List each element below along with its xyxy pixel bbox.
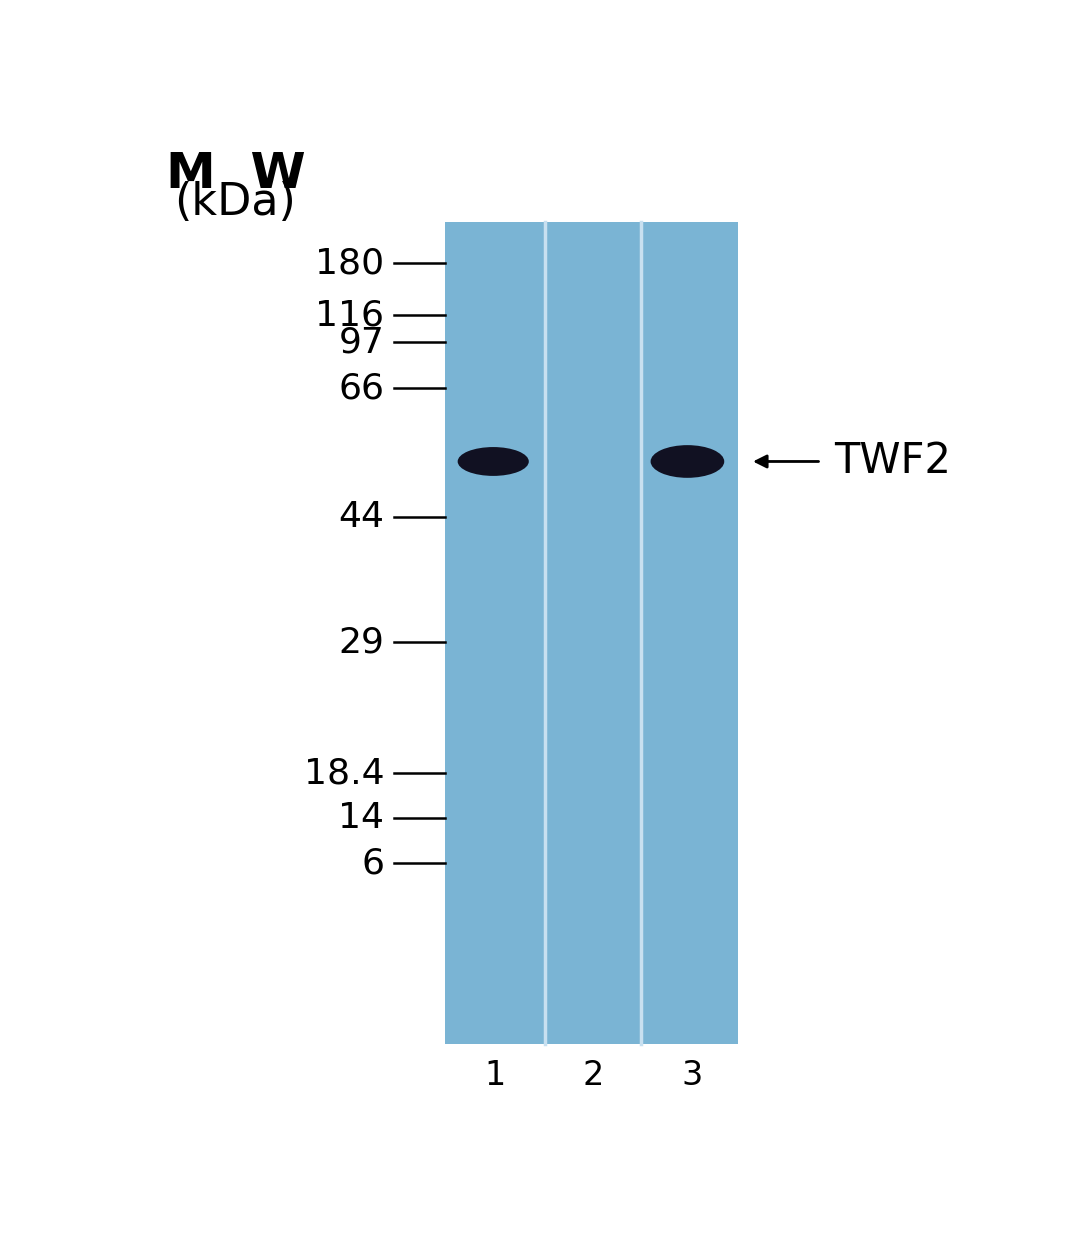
- Text: (kDa): (kDa): [175, 181, 296, 225]
- Text: 1: 1: [484, 1059, 505, 1092]
- Text: 44: 44: [338, 501, 384, 535]
- Bar: [445, 222, 738, 1044]
- Text: 3: 3: [681, 1059, 702, 1092]
- Text: 18.4: 18.4: [303, 756, 384, 791]
- Text: 180: 180: [315, 246, 384, 280]
- Text: TWF2: TWF2: [834, 441, 950, 482]
- Ellipse shape: [458, 447, 529, 476]
- Text: 116: 116: [315, 299, 384, 332]
- Text: 2: 2: [583, 1059, 605, 1092]
- Text: 29: 29: [338, 626, 384, 659]
- Text: 6: 6: [362, 847, 384, 881]
- Text: 14: 14: [338, 802, 384, 836]
- Ellipse shape: [650, 445, 725, 478]
- Text: 66: 66: [338, 371, 384, 406]
- Text: 97: 97: [338, 325, 384, 360]
- Text: M  W: M W: [165, 150, 306, 197]
